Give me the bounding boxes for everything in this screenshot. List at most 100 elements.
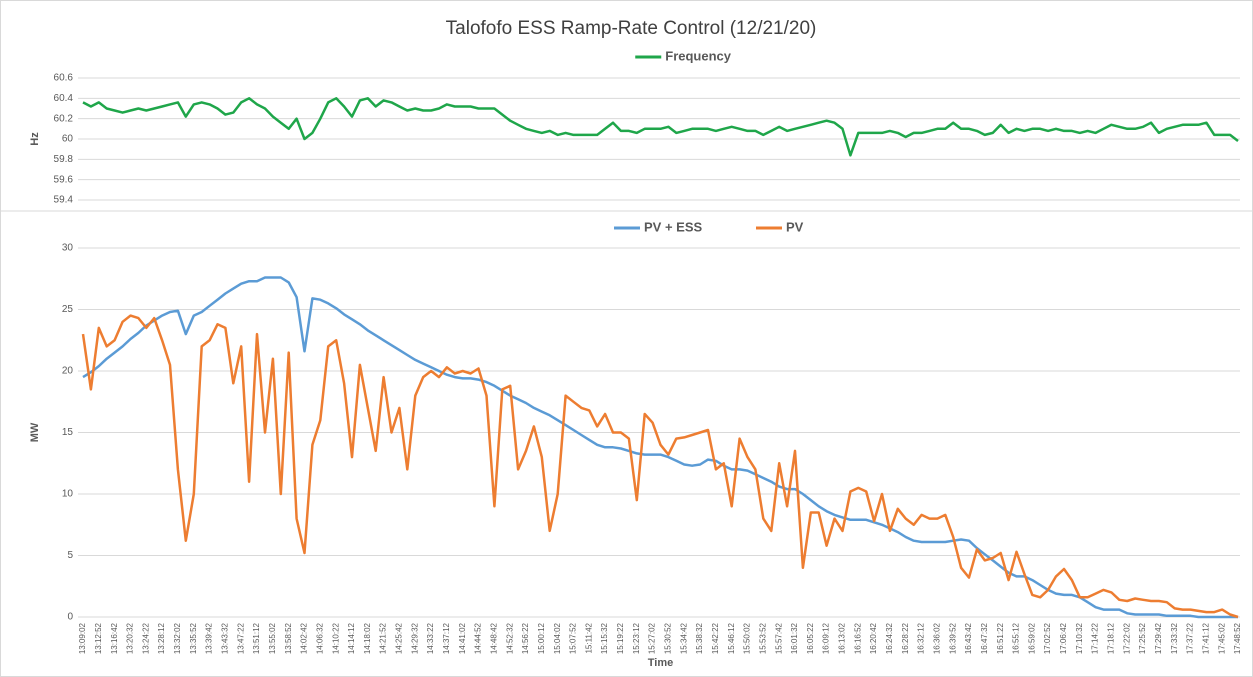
x-tick-label: 17:45:02 xyxy=(1217,622,1226,654)
y-tick-label: 30 xyxy=(62,243,74,254)
x-tick-label: 15:30:52 xyxy=(664,622,673,654)
x-tick-label: 13:55:02 xyxy=(268,622,277,654)
x-tick-label: 16:01:32 xyxy=(790,622,799,654)
x-tick-label: 17:25:52 xyxy=(1138,622,1147,654)
x-tick-label: 13:24:22 xyxy=(141,622,150,654)
x-tick-label: 14:21:52 xyxy=(379,622,388,654)
x-tick-label: 17:14:22 xyxy=(1091,622,1100,654)
x-tick-label: 16:09:12 xyxy=(822,622,831,654)
x-tick-label: 17:48:52 xyxy=(1233,622,1242,654)
x-tick-label: 14:02:42 xyxy=(300,622,309,654)
x-axis-label: Time xyxy=(648,657,673,669)
x-tick-label: 14:10:22 xyxy=(331,622,340,654)
x-tick-label: 14:52:32 xyxy=(505,622,514,654)
x-tick-label: 17:06:42 xyxy=(1059,622,1068,654)
x-tick-label: 14:14:12 xyxy=(347,622,356,654)
x-tick-label: 13:28:12 xyxy=(157,622,166,654)
x-tick-label: 17:37:22 xyxy=(1186,622,1195,654)
x-tick-label: 16:39:52 xyxy=(948,622,957,654)
x-tick-label: 17:18:12 xyxy=(1107,622,1116,654)
series-line xyxy=(82,276,1238,619)
x-tick-label: 16:16:52 xyxy=(853,622,862,654)
series-line xyxy=(82,97,1239,157)
x-tick-label: 14:41:02 xyxy=(458,622,467,654)
x-tick-label: 16:55:12 xyxy=(1012,622,1021,654)
x-tick-label: 13:16:42 xyxy=(110,622,119,654)
y-tick-label: 59.6 xyxy=(54,174,74,185)
x-tick-label: 16:20:42 xyxy=(869,622,878,654)
x-tick-label: 16:51:22 xyxy=(996,622,1005,654)
x-tick-label: 15:57:42 xyxy=(774,622,783,654)
x-tick-label: 15:38:32 xyxy=(695,622,704,654)
x-tick-label: 17:02:52 xyxy=(1043,622,1052,654)
y-tick-label: 10 xyxy=(62,489,74,500)
x-tick-label: 15:15:32 xyxy=(600,622,609,654)
x-tick-label: 17:22:02 xyxy=(1122,622,1131,654)
y-tick-label: 60.6 xyxy=(54,73,74,84)
x-tick-label: 14:33:22 xyxy=(426,622,435,654)
x-tick-label: 14:25:42 xyxy=(395,622,404,654)
x-tick-label: 14:48:42 xyxy=(489,622,498,654)
x-tick-label: 14:29:32 xyxy=(410,622,419,654)
x-tick-label: 17:29:42 xyxy=(1154,622,1163,654)
x-tick-label: 13:51:12 xyxy=(252,622,261,654)
x-tick-label: 16:59:02 xyxy=(1027,622,1036,654)
legend-label: PV + ESS xyxy=(644,219,702,234)
y-tick-label: 60.2 xyxy=(54,113,74,124)
x-tick-label: 13:32:02 xyxy=(173,622,182,654)
x-tick-label: 15:42:22 xyxy=(711,622,720,654)
y-tick-label: 59.8 xyxy=(54,154,74,165)
x-tick-label: 17:33:32 xyxy=(1170,622,1179,654)
x-tick-label: 14:44:52 xyxy=(474,622,483,654)
series-line xyxy=(81,314,1239,619)
x-tick-label: 16:43:42 xyxy=(964,622,973,654)
y-tick-label: 60 xyxy=(62,134,74,145)
x-tick-label: 16:24:32 xyxy=(885,622,894,654)
y-tick-label: 25 xyxy=(62,304,74,315)
x-tick-label: 14:06:32 xyxy=(315,622,324,654)
x-tick-label: 15:11:42 xyxy=(584,622,593,653)
y-tick-label: 59.4 xyxy=(54,195,74,206)
x-tick-label: 15:50:02 xyxy=(743,622,752,654)
x-tick-label: 13:09:02 xyxy=(78,622,87,654)
x-tick-label: 13:47:22 xyxy=(236,622,245,654)
x-tick-label: 16:47:32 xyxy=(980,622,989,654)
x-tick-label: 14:56:22 xyxy=(521,622,530,654)
x-tick-label: 16:32:12 xyxy=(917,622,926,654)
y-tick-label: 60.4 xyxy=(54,93,74,104)
x-tick-label: 15:53:52 xyxy=(758,622,767,654)
x-tick-label: 16:13:02 xyxy=(838,622,847,654)
x-tick-label: 15:34:42 xyxy=(679,622,688,654)
x-tick-label: 15:27:02 xyxy=(648,622,657,654)
x-tick-label: 16:36:02 xyxy=(932,622,941,654)
x-tick-label: 15:23:12 xyxy=(632,622,641,654)
legend-label: PV xyxy=(786,219,804,234)
x-tick-label: 14:37:12 xyxy=(442,622,451,654)
y-tick-label: 0 xyxy=(67,612,73,623)
y-tick-label: 5 xyxy=(67,550,73,561)
x-tick-label: 17:41:12 xyxy=(1201,622,1210,654)
x-tick-label: 13:43:32 xyxy=(221,622,230,654)
x-tick-label: 13:35:52 xyxy=(189,622,198,654)
x-tick-label: 16:28:22 xyxy=(901,622,910,654)
x-tick-label: 17:10:32 xyxy=(1075,622,1084,654)
x-tick-label: 13:20:32 xyxy=(126,622,135,654)
x-tick-label: 15:04:02 xyxy=(553,622,562,654)
y-tick-label: 20 xyxy=(62,366,74,377)
x-tick-label: 15:46:12 xyxy=(727,622,736,654)
y-axis-label: MW xyxy=(29,422,41,442)
chart-title: Talofofo ESS Ramp-Rate Control (12/21/20… xyxy=(446,18,817,39)
y-tick-label: 15 xyxy=(62,427,74,438)
x-tick-label: 13:39:42 xyxy=(205,622,214,654)
y-axis-label: Hz xyxy=(29,132,41,146)
x-tick-label: 15:00:12 xyxy=(537,622,546,654)
legend-label: Frequency xyxy=(665,48,732,63)
x-tick-label: 13:12:52 xyxy=(94,622,103,654)
x-tick-label: 16:05:22 xyxy=(806,622,815,654)
x-tick-label: 15:19:22 xyxy=(616,622,625,654)
x-tick-label: 13:58:52 xyxy=(284,622,293,654)
x-tick-label: 15:07:52 xyxy=(569,622,578,654)
x-tick-label: 14:18:02 xyxy=(363,622,372,654)
